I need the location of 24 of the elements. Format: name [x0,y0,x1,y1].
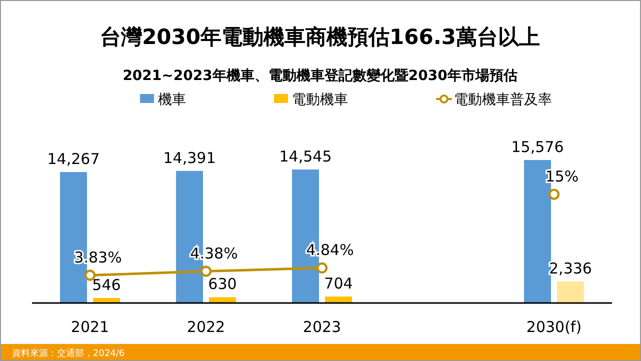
chart-subtitle: 2021~2023年機車、電動機車登記數變化暨2030年市場預估 [122,67,518,84]
bar [325,296,352,303]
data-label: 704 [324,274,353,293]
bar [93,298,120,303]
data-label: 14,545 [279,147,332,166]
data-label: 14,391 [163,148,216,167]
point [200,266,212,277]
x-tick-label: 2022 [186,318,226,336]
legend-label: 電動機車普及率 [454,91,552,108]
point [316,262,328,274]
data-label: 546 [92,276,121,294]
source-note: 資料來源：交通部，2024/6 [12,348,125,359]
data-label: 15,576 [511,138,564,156]
bar [557,282,584,303]
point [548,188,560,200]
legend-label: 電動機車 [292,92,348,108]
x-tick-label: 2030(f) [526,318,582,336]
data-label: 14,267 [47,150,100,168]
legend-label: 機車 [158,92,186,108]
chart-title: 台灣2030年電動機車商機預估166.3萬台以上 [100,25,540,49]
x-tick-label: 2023 [302,318,342,336]
x-tick-label: 2021 [70,318,110,336]
data-label: 630 [208,275,237,294]
bar [209,297,236,303]
